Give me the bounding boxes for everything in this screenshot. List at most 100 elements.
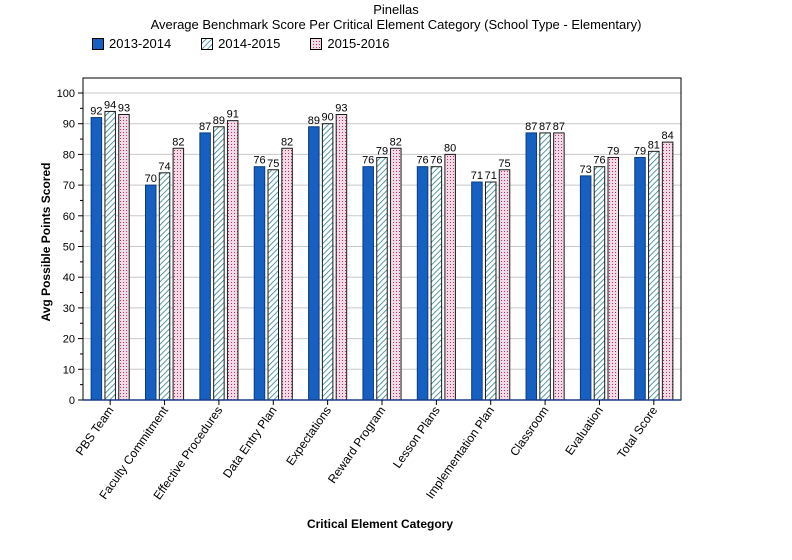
- bar-2015-2016-7: [498, 169, 511, 401]
- bar-2013-2014-10: [634, 156, 646, 401]
- x-tick-label: Classroom: [507, 404, 551, 459]
- legend-item-2014-2015: 2014-2015: [201, 36, 280, 51]
- legend-swatch-2015-2016: [310, 37, 323, 50]
- y-tick-label: 30: [63, 303, 75, 315]
- y-tick-label: 60: [63, 211, 75, 223]
- y-tick-label: 80: [63, 149, 75, 161]
- legend-swatch-2014-2015: [201, 37, 214, 50]
- bar-2015-2016-6: [444, 153, 456, 401]
- data-label: 91: [227, 109, 239, 121]
- y-axis-label: Avg Possible Points Scored: [39, 162, 53, 322]
- bar-2013-2014-8: [525, 132, 538, 401]
- bar-2014-2015-2: [213, 126, 225, 401]
- data-label: 84: [661, 130, 673, 142]
- bar-2014-2015-3: [267, 169, 280, 401]
- bar-2013-2014-6: [416, 166, 429, 401]
- data-label: 87: [525, 121, 537, 133]
- bar-2015-2016-0: [118, 113, 130, 401]
- bar-2015-2016-9: [607, 156, 620, 401]
- data-label: 76: [430, 155, 442, 167]
- chart-title: Pinellas: [373, 2, 419, 17]
- legend-swatch-2013-2014: [92, 37, 104, 50]
- data-label: 89: [308, 115, 320, 127]
- data-label: 74: [158, 161, 170, 173]
- x-tick-label: Total Score: [614, 403, 660, 460]
- bar-2015-2016-8: [553, 132, 565, 401]
- data-label: 87: [539, 121, 551, 133]
- bar-2014-2015-5: [376, 156, 388, 401]
- bar-2013-2014-9: [579, 175, 592, 401]
- bar-2015-2016-1: [172, 147, 185, 401]
- x-tick-label: Evaluation: [562, 404, 606, 458]
- bar-2014-2015-6: [430, 166, 443, 401]
- bar-2013-2014-0: [90, 117, 103, 401]
- bar-2015-2016-2: [226, 120, 239, 401]
- bar-2014-2015-10: [648, 150, 660, 401]
- bar-2015-2016-10: [661, 141, 674, 401]
- data-label: 92: [90, 106, 102, 118]
- y-tick-label: 10: [63, 364, 75, 376]
- bar-2013-2014-3: [253, 166, 266, 401]
- y-tick-label: 90: [63, 119, 75, 131]
- data-label: 71: [485, 170, 497, 182]
- data-label: 71: [471, 170, 483, 182]
- legend-label-2015-2016: 2015-2016: [327, 36, 390, 51]
- bar-2013-2014-5: [362, 166, 374, 401]
- x-tick-label: Data Entry Plan: [220, 404, 280, 481]
- legend-item-2015-2016: 2015-2016: [310, 36, 390, 51]
- bar-2013-2014-2: [199, 132, 211, 401]
- bar-2015-2016-4: [335, 113, 348, 401]
- data-label: 87: [199, 121, 211, 133]
- legend: 2013-2014 2014-2015 2015-2016: [92, 36, 420, 51]
- data-label: 90: [322, 112, 334, 124]
- data-label: 94: [104, 99, 116, 111]
- bar-2015-2016-3: [281, 147, 293, 401]
- data-label: 76: [253, 155, 265, 167]
- bar-2014-2015-7: [484, 181, 497, 401]
- y-tick-label: 40: [63, 272, 75, 284]
- bar-2013-2014-1: [144, 184, 157, 401]
- bar-2013-2014-4: [308, 126, 320, 401]
- data-label: 79: [607, 145, 619, 157]
- chart-subtitle: Average Benchmark Score Per Critical Ele…: [150, 17, 642, 32]
- x-tick-label: Reward Program: [325, 404, 388, 486]
- data-label: 76: [362, 155, 374, 167]
- bar-2014-2015-9: [593, 166, 606, 401]
- data-label: 82: [281, 136, 293, 148]
- data-label: 76: [593, 155, 605, 167]
- data-label: 70: [145, 173, 157, 185]
- data-label: 80: [444, 142, 456, 154]
- data-label: 82: [390, 136, 402, 148]
- data-label: 93: [335, 102, 347, 114]
- bar-2014-2015-8: [539, 132, 551, 401]
- data-label: 79: [376, 145, 388, 157]
- data-label: 82: [172, 136, 184, 148]
- bar-2014-2015-4: [321, 123, 334, 401]
- legend-item-2013-2014: 2013-2014: [92, 36, 171, 51]
- data-label: 93: [118, 102, 130, 114]
- x-tick-label: PBS Team: [73, 404, 117, 458]
- y-tick-label: 50: [63, 242, 75, 254]
- data-label: 79: [634, 145, 646, 157]
- x-tick-label: Lesson Plans: [390, 404, 443, 471]
- bar-2015-2016-5: [390, 147, 402, 401]
- data-label: 81: [648, 139, 660, 151]
- data-label: 75: [498, 158, 510, 170]
- x-axis-label: Critical Element Category: [306, 517, 454, 531]
- x-tick-label: Expectations: [283, 404, 334, 468]
- data-label: 89: [213, 115, 225, 127]
- bar-2014-2015-1: [158, 172, 171, 401]
- y-tick-label: 20: [63, 334, 75, 346]
- bar-2014-2015-0: [104, 110, 116, 401]
- data-label: 87: [553, 121, 565, 133]
- data-label: 73: [580, 164, 592, 176]
- y-tick-label: 70: [63, 180, 75, 192]
- legend-label-2014-2015: 2014-2015: [218, 36, 281, 51]
- data-label: 76: [416, 155, 428, 167]
- y-tick-label: 100: [57, 88, 75, 100]
- data-label: 75: [267, 158, 279, 170]
- y-tick-label: 0: [69, 395, 75, 407]
- bar-2013-2014-7: [471, 181, 483, 401]
- legend-label-2013-2014: 2013-2014: [109, 36, 172, 51]
